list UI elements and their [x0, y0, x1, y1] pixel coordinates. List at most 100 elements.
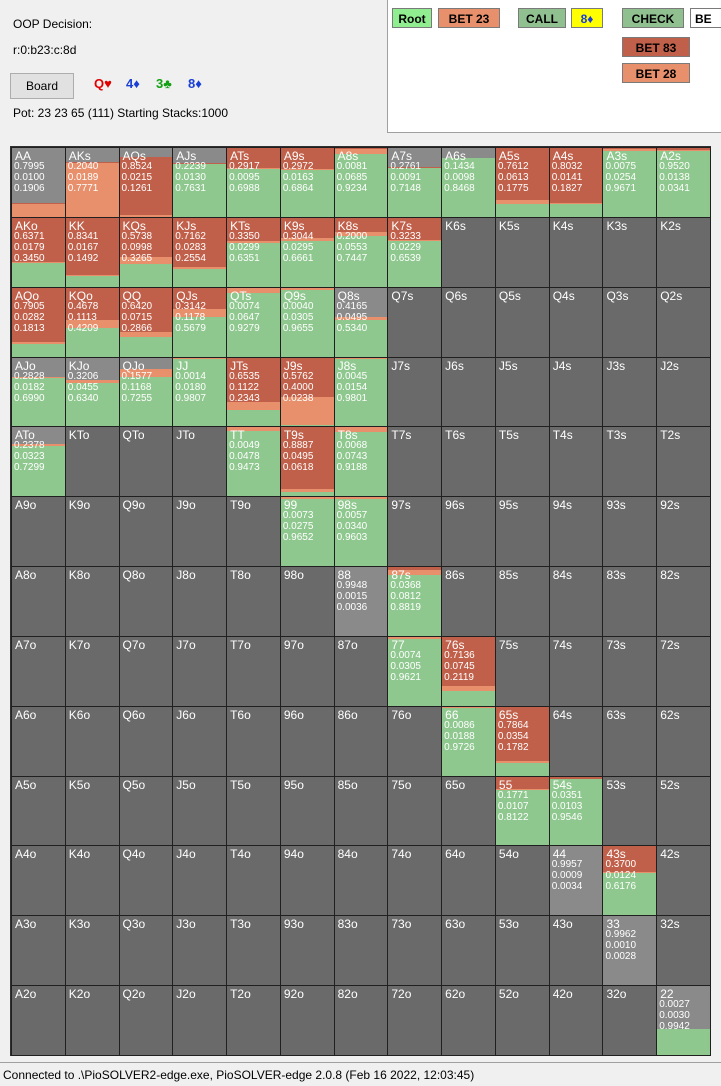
hand-cell[interactable]: T3o — [226, 915, 281, 987]
tree-call-button[interactable]: CALL — [518, 8, 566, 28]
hand-cell[interactable]: 43o — [548, 915, 604, 987]
hand-cell[interactable]: 84s — [548, 566, 604, 637]
hand-cell[interactable]: J7o — [172, 635, 228, 707]
hand-cell[interactable]: Q4s — [548, 286, 604, 358]
hand-cell[interactable]: K7s 0.3233 0.0229 0.6539 — [387, 216, 443, 288]
hand-cell[interactable]: J5o — [172, 775, 228, 847]
hand-cell[interactable]: 98o — [279, 566, 335, 637]
hand-cell[interactable]: K7o — [64, 635, 120, 707]
hand-cell[interactable]: TT 0.0049 0.0478 0.9473 — [226, 426, 281, 498]
hand-cell[interactable]: KQo 0.4678 0.1113 0.4209 — [64, 286, 120, 358]
hand-cell[interactable]: T2s — [656, 426, 711, 498]
hand-cell[interactable]: 83s — [602, 566, 658, 637]
hand-cell[interactable]: J4s — [548, 356, 604, 428]
hand-cell[interactable]: KJo 0.3206 0.0455 0.6340 — [64, 356, 120, 428]
hand-cell[interactable]: 96s — [441, 496, 496, 568]
hand-cell[interactable]: 72o — [387, 985, 443, 1056]
hand-cell[interactable]: J8o — [172, 566, 228, 637]
hand-cell[interactable]: Q4o — [118, 845, 174, 917]
hand-cell[interactable]: Q3s — [602, 286, 658, 358]
hand-cell[interactable]: K6s — [441, 216, 496, 288]
tree-root-button[interactable]: Root — [392, 8, 432, 28]
hand-cell[interactable]: T6s — [441, 426, 496, 498]
hand-cell[interactable]: 86s — [441, 566, 496, 637]
hand-cell[interactable]: K2s — [656, 216, 711, 288]
hand-cell[interactable]: Q8s 0.4165 0.0495 0.5340 — [333, 286, 389, 358]
hand-cell[interactable]: KTs 0.3350 0.0299 0.6351 — [226, 216, 281, 288]
hand-cell[interactable]: A7o — [11, 635, 66, 707]
option-bet-83-button[interactable]: BET 83 — [622, 37, 690, 57]
hand-cell[interactable]: J9o — [172, 496, 228, 568]
hand-cell[interactable]: 22 0.0027 0.0030 0.9942 — [656, 985, 711, 1056]
hand-cell[interactable]: Q3o — [118, 915, 174, 987]
hand-cell[interactable]: 53s — [602, 775, 658, 847]
hand-cell[interactable]: T4o — [226, 845, 281, 917]
hand-cell[interactable]: T4s — [548, 426, 604, 498]
hand-cell[interactable]: QQ 0.6420 0.0715 0.2866 — [118, 286, 174, 358]
hand-cell[interactable]: A9o — [11, 496, 66, 568]
hand-cell[interactable]: T6o — [226, 705, 281, 777]
hand-cell[interactable]: 95o — [279, 775, 335, 847]
hand-cell[interactable]: K5o — [64, 775, 120, 847]
hand-cell[interactable]: K8o — [64, 566, 120, 637]
hand-cell[interactable]: KTo — [64, 426, 120, 498]
hand-cell[interactable]: KJs 0.7162 0.0283 0.2554 — [172, 216, 228, 288]
hand-cell[interactable]: 87o — [333, 635, 389, 707]
tree-next-button[interactable]: BE — [690, 8, 721, 28]
hand-cell[interactable]: Q6s — [441, 286, 496, 358]
hand-cell[interactable]: 63s — [602, 705, 658, 777]
hand-cell[interactable]: ATs 0.2917 0.0095 0.6988 — [226, 147, 281, 218]
hand-cell[interactable]: 99 0.0073 0.0275 0.9652 — [279, 496, 335, 568]
hand-cell[interactable]: A2o — [11, 985, 66, 1056]
hand-cell[interactable]: QTs 0.0074 0.0647 0.9279 — [226, 286, 281, 358]
hand-cell[interactable]: A6o — [11, 705, 66, 777]
hand-cell[interactable]: 42s — [656, 845, 711, 917]
hand-cell[interactable]: KK 0.8341 0.0167 0.1492 — [64, 216, 120, 288]
hand-cell[interactable]: 73s — [602, 635, 658, 707]
hand-cell[interactable]: AA 0.7995 0.0100 0.1906 — [11, 147, 66, 218]
tree-turn-card-button[interactable]: 8♦ — [571, 8, 603, 28]
hand-cell[interactable]: 95s — [494, 496, 550, 568]
hand-cell[interactable]: 62o — [441, 985, 496, 1056]
hand-cell[interactable]: 52o — [494, 985, 550, 1056]
hand-cell[interactable]: A7s 0.2761 0.0091 0.7148 — [387, 147, 443, 218]
hand-cell[interactable]: T2o — [226, 985, 281, 1056]
hand-cell[interactable]: A8o — [11, 566, 66, 637]
hand-cell[interactable]: A4s 0.8032 0.0141 0.1827 — [548, 147, 604, 218]
hand-cell[interactable]: Q9o — [118, 496, 174, 568]
hand-cell[interactable]: QTo — [118, 426, 174, 498]
hand-cell[interactable]: 63o — [441, 915, 496, 987]
hand-cell[interactable]: 75o — [387, 775, 443, 847]
hand-cell[interactable]: 97s — [387, 496, 443, 568]
hand-cell[interactable]: K3s — [602, 216, 658, 288]
hand-cell[interactable]: JTs 0.6535 0.1122 0.2343 — [226, 356, 281, 428]
hand-cell[interactable]: AQo 0.7905 0.0282 0.1813 — [11, 286, 66, 358]
hand-cell[interactable]: 44 0.9957 0.0009 0.0034 — [548, 845, 604, 917]
hand-cell[interactable]: 53o — [494, 915, 550, 987]
hand-cell[interactable]: K4o — [64, 845, 120, 917]
hand-cell[interactable]: T7o — [226, 635, 281, 707]
hand-cell[interactable]: T5s — [494, 426, 550, 498]
hand-cell[interactable]: K8s 0.2000 0.0553 0.7447 — [333, 216, 389, 288]
hand-cell[interactable]: 52s — [656, 775, 711, 847]
hand-cell[interactable]: 32s — [656, 915, 711, 987]
hand-cell[interactable]: 42o — [548, 985, 604, 1056]
hand-cell[interactable]: K3o — [64, 915, 120, 987]
hand-cell[interactable]: AKs 0.2040 0.0189 0.7771 — [64, 147, 120, 218]
hand-cell[interactable]: Q5o — [118, 775, 174, 847]
hand-cell[interactable]: Q2o — [118, 985, 174, 1056]
hand-cell[interactable]: 88 0.9948 0.0015 0.0036 — [333, 566, 389, 637]
hand-cell[interactable]: 75s — [494, 635, 550, 707]
hand-cell[interactable]: JJ 0.0014 0.0180 0.9807 — [172, 356, 228, 428]
hand-cell[interactable]: T9o — [226, 496, 281, 568]
hand-cell[interactable]: J8s 0.0045 0.0154 0.9801 — [333, 356, 389, 428]
hand-cell[interactable]: KQs 0.5738 0.0998 0.3265 — [118, 216, 174, 288]
hand-cell[interactable]: 64o — [441, 845, 496, 917]
hand-cell[interactable]: QJo 0.1577 0.1168 0.7255 — [118, 356, 174, 428]
hand-cell[interactable]: J5s — [494, 356, 550, 428]
hand-cell[interactable]: A5o — [11, 775, 66, 847]
hand-cell[interactable]: T5o — [226, 775, 281, 847]
option-bet-28-button[interactable]: BET 28 — [622, 63, 690, 83]
hand-cell[interactable]: A9s 0.2972 0.0163 0.6864 — [279, 147, 335, 218]
hand-cell[interactable]: 55 0.1771 0.0107 0.8122 — [494, 775, 550, 847]
